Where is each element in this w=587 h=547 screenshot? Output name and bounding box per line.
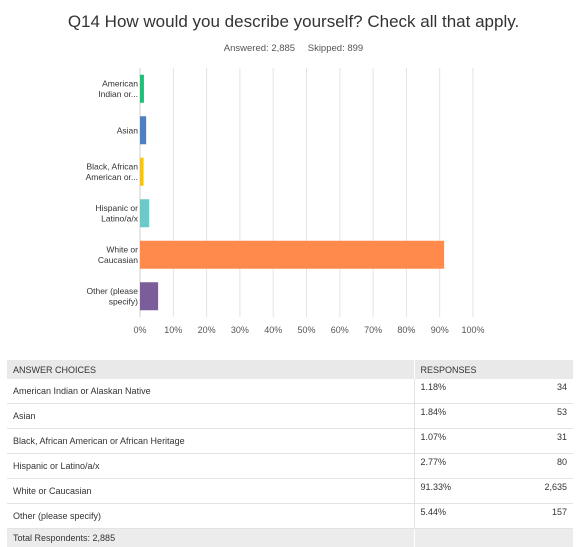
count-cell: 157: [494, 504, 573, 529]
responses-table: ANSWER CHOICES RESPONSES American Indian…: [7, 360, 574, 547]
count-cell: 34: [494, 379, 573, 404]
count-cell: 80: [494, 454, 573, 479]
table-row: Other (please specify) 5.44% 157: [7, 504, 573, 529]
total-blank-cell: [414, 529, 573, 547]
bar-chart: 0% 10% 20% 30% 40% 50% 60% 70% 80% 90% 100% America…: [0, 0, 587, 355]
choice-cell: White or Caucasian: [7, 479, 414, 504]
x-tick-label: 70%: [364, 325, 382, 335]
percent-cell: 91.33%: [414, 479, 494, 504]
percent-cell: 5.44%: [414, 504, 494, 529]
table-row: Hispanic or Latino/a/x 2.77% 80: [7, 454, 573, 479]
x-tick-label: 20%: [198, 325, 216, 335]
choice-cell: Other (please specify): [7, 504, 414, 529]
answer-choices-header: ANSWER CHOICES: [7, 360, 414, 379]
x-tick-label: 100%: [461, 325, 484, 335]
table-row: White or Caucasian 91.33% 2,635: [7, 479, 573, 504]
count-cell: 53: [494, 404, 573, 429]
x-tick-label: 0%: [133, 325, 146, 335]
bar: [140, 199, 149, 227]
x-tick-label: 60%: [331, 325, 349, 335]
x-tick-label: 30%: [231, 325, 249, 335]
responses-header: RESPONSES: [414, 360, 573, 379]
choice-cell: Black, African American or African Herit…: [7, 429, 414, 454]
percent-cell: 2.77%: [414, 454, 494, 479]
table-row: American Indian or Alaskan Native 1.18% …: [7, 379, 573, 404]
category-label: Asian: [117, 125, 139, 135]
bar: [140, 116, 146, 144]
x-tick-label: 40%: [264, 325, 282, 335]
percent-cell: 1.84%: [414, 404, 494, 429]
percent-cell: 1.07%: [414, 429, 494, 454]
x-tick-label: 90%: [431, 325, 449, 335]
x-tick-label: 50%: [297, 325, 315, 335]
total-row: Total Respondents: 2,885: [7, 529, 573, 547]
bar: [140, 241, 444, 269]
choice-cell: Asian: [7, 404, 414, 429]
bar: [140, 75, 144, 103]
bar: [140, 158, 144, 186]
count-cell: 2,635: [494, 479, 573, 504]
choice-cell: American Indian or Alaskan Native: [7, 379, 414, 404]
percent-cell: 1.18%: [414, 379, 494, 404]
x-tick-label: 80%: [397, 325, 415, 335]
choice-cell: Hispanic or Latino/a/x: [7, 454, 414, 479]
x-tick-label: 10%: [164, 325, 182, 335]
table-header-row: ANSWER CHOICES RESPONSES: [7, 360, 573, 379]
bar: [140, 282, 158, 310]
count-cell: 31: [494, 429, 573, 454]
table-row: Black, African American or African Herit…: [7, 429, 573, 454]
table-row: Asian 1.84% 53: [7, 404, 573, 429]
total-respondents: Total Respondents: 2,885: [7, 529, 414, 547]
